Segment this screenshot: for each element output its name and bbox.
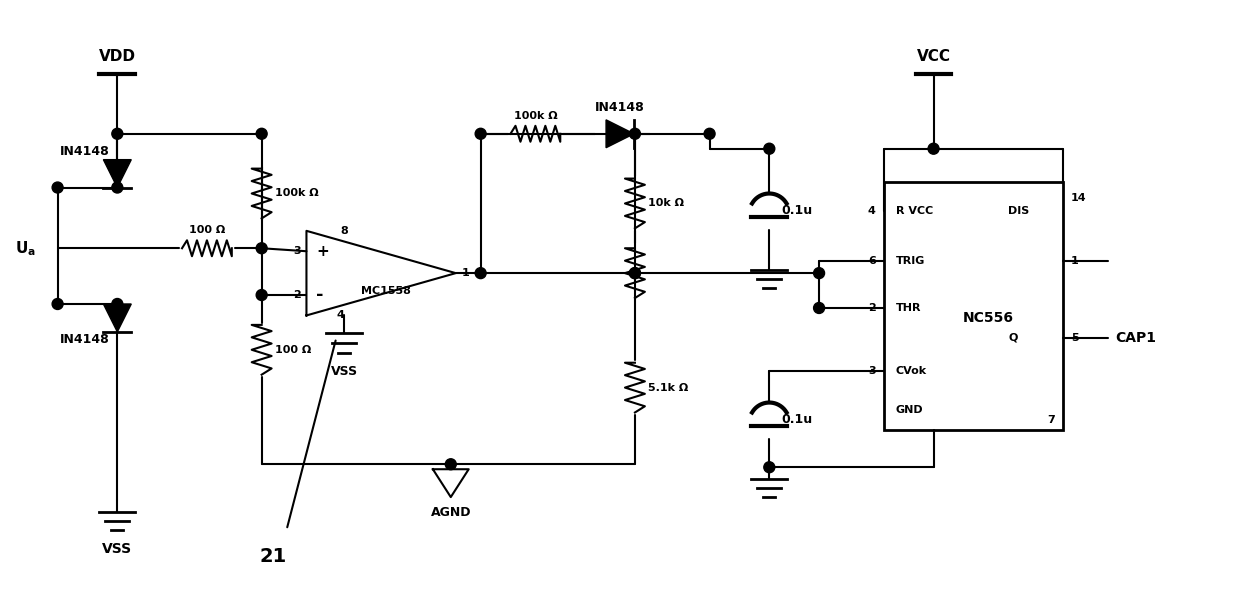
Text: TRIG: TRIG [895,256,925,266]
Text: 100k Ω: 100k Ω [274,189,319,198]
Circle shape [257,243,267,254]
Text: THR: THR [895,303,921,313]
Text: 3: 3 [868,365,875,376]
Circle shape [813,303,825,314]
Circle shape [764,144,775,154]
Text: IN4148: IN4148 [60,333,109,346]
Circle shape [112,128,123,139]
Text: IN4148: IN4148 [60,145,109,158]
Circle shape [445,459,456,470]
Text: IN4148: IN4148 [595,101,645,114]
Circle shape [257,289,267,300]
Text: 100k Ω: 100k Ω [513,111,557,121]
Text: 6: 6 [868,256,875,266]
Text: NC556: NC556 [962,311,1014,325]
Circle shape [704,128,715,139]
Text: 5: 5 [1071,333,1079,343]
Text: R VCC: R VCC [895,206,932,216]
Circle shape [112,182,123,193]
Circle shape [475,128,486,139]
Text: CVok: CVok [895,365,926,376]
Text: $\mathbf{U_a}$: $\mathbf{U_a}$ [15,239,36,257]
Circle shape [52,182,63,193]
Text: VCC: VCC [916,49,951,64]
Polygon shape [103,160,131,188]
Text: 21: 21 [260,547,288,566]
Polygon shape [103,304,131,332]
Circle shape [630,268,640,279]
Circle shape [112,298,123,309]
Text: 14: 14 [1071,194,1086,203]
Circle shape [630,128,640,139]
Text: 1: 1 [1071,256,1079,266]
Circle shape [813,268,825,279]
Text: 3: 3 [293,246,300,256]
Text: 4: 4 [868,206,875,216]
Circle shape [928,144,939,154]
Circle shape [630,268,640,279]
Text: +: + [316,244,329,259]
Text: VDD: VDD [99,49,136,64]
Circle shape [257,128,267,139]
Text: 2: 2 [868,303,875,313]
Text: 10k Ω: 10k Ω [647,198,684,209]
Text: -: - [316,286,324,304]
Text: GND: GND [895,405,924,415]
Polygon shape [606,120,634,148]
Text: 2: 2 [293,290,300,300]
Text: DIS: DIS [1008,206,1029,216]
Text: VSS: VSS [331,365,358,378]
Text: 0.1u: 0.1u [781,204,812,217]
Text: CAP1: CAP1 [1116,331,1157,345]
Text: 100 Ω: 100 Ω [188,226,224,235]
Text: 0.1u: 0.1u [781,413,812,426]
Text: 7: 7 [1048,415,1055,426]
Text: Q: Q [1008,333,1018,343]
Circle shape [475,268,486,279]
Text: 8: 8 [341,226,348,236]
Text: 1: 1 [461,268,470,278]
Text: MC1558: MC1558 [361,286,412,296]
Text: VSS: VSS [102,542,133,556]
Text: 5.1k Ω: 5.1k Ω [647,382,688,393]
Circle shape [52,298,63,309]
Bar [884,182,1063,431]
Text: AGND: AGND [430,506,471,519]
Text: 100 Ω: 100 Ω [274,345,311,355]
Text: 4: 4 [336,311,345,320]
Circle shape [764,462,775,473]
